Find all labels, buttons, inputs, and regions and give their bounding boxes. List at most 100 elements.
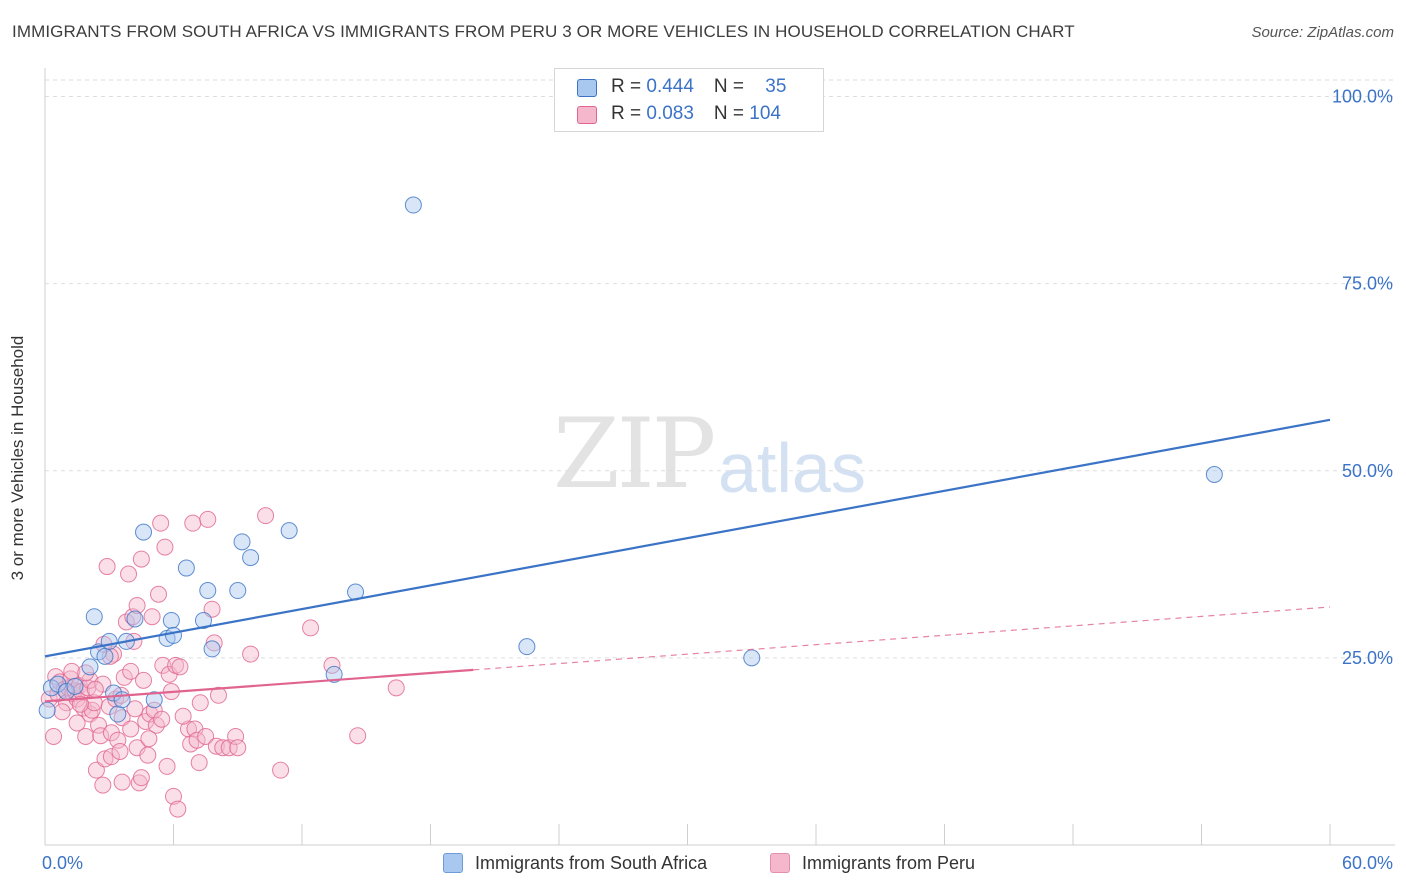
south-africa-point xyxy=(229,582,247,600)
n-label: N = xyxy=(713,76,750,97)
r-label: R = xyxy=(611,76,647,97)
peru-point xyxy=(188,731,206,749)
south-africa-point xyxy=(404,196,422,214)
legend-label-peru: Immigrants from Peru xyxy=(802,853,976,873)
peru-point xyxy=(174,707,192,725)
watermark-atlas: atlas xyxy=(718,429,866,507)
peru-point xyxy=(53,703,71,721)
peru-point xyxy=(71,695,89,713)
peru-point xyxy=(92,727,110,745)
peru-trend-line xyxy=(44,668,474,703)
x-tick-label: 60.0% xyxy=(1342,853,1393,873)
south-africa-point xyxy=(518,638,536,656)
south-africa-point xyxy=(203,640,221,658)
points-layer xyxy=(38,196,1223,818)
peru-point xyxy=(77,727,95,745)
n-value: 104 xyxy=(749,103,781,124)
south-africa-point xyxy=(109,705,127,723)
peru-point xyxy=(191,694,209,712)
peru-point xyxy=(113,773,131,791)
south-africa-point xyxy=(162,611,180,629)
peru-point xyxy=(214,739,232,757)
peru-point xyxy=(140,730,158,748)
peru-point xyxy=(96,750,114,768)
south-africa-point xyxy=(85,608,103,626)
south-africa-point xyxy=(165,626,182,644)
legend-stats-south-africa: R = 0.444 N = 35 xyxy=(611,76,786,98)
y-tick-label: 25.0% xyxy=(1342,648,1393,668)
peru-point xyxy=(171,658,189,676)
x-tick-label: 0.0% xyxy=(42,853,83,873)
south-africa-point xyxy=(194,611,212,629)
south-africa-point xyxy=(38,701,56,719)
peru-point xyxy=(45,727,63,745)
y-tick-label: 75.0% xyxy=(1342,274,1393,294)
peru-point xyxy=(302,619,320,637)
peru-point xyxy=(229,739,247,757)
south-africa-point xyxy=(280,522,298,540)
peru-point xyxy=(109,731,127,749)
peru-point xyxy=(153,710,171,728)
n-label: N = xyxy=(713,103,750,124)
peru-trend-extension xyxy=(473,606,1331,671)
y-axis-label: 3 or more Vehicles in Household xyxy=(8,335,27,581)
n-value: 35 xyxy=(765,76,787,97)
grid-layer xyxy=(45,79,1395,659)
south-africa-point xyxy=(145,691,163,709)
peru-point xyxy=(150,585,168,603)
peru-point xyxy=(90,716,108,734)
south-africa-point xyxy=(743,649,761,667)
south-africa-point xyxy=(199,582,217,600)
peru-point xyxy=(135,671,153,689)
peru-point xyxy=(128,596,146,614)
south-africa-point xyxy=(100,632,118,650)
peru-point xyxy=(120,565,138,583)
watermark-zip: ZIP xyxy=(553,398,716,510)
peru-point xyxy=(203,600,221,618)
peru-point xyxy=(152,514,170,532)
south-africa-point xyxy=(177,559,195,577)
peru-point xyxy=(199,510,217,528)
correlation-legend: R = 0.444 N = 35 R = 0.083 N = 104 xyxy=(554,68,824,132)
south-africa-point xyxy=(81,658,99,676)
south-africa-point xyxy=(242,549,260,567)
peru-point xyxy=(242,645,260,663)
peru-point xyxy=(111,742,129,760)
peru-point xyxy=(165,787,182,805)
peru-point xyxy=(154,656,172,674)
peru-point xyxy=(122,720,140,738)
peru-point xyxy=(102,748,120,766)
peru-point xyxy=(156,538,174,556)
peru-point xyxy=(68,714,86,732)
peru-point xyxy=(40,690,58,708)
peru-point xyxy=(87,761,105,779)
axis-layer xyxy=(44,68,1395,846)
peru-point xyxy=(387,679,405,697)
peru-point xyxy=(179,720,197,738)
peru-point xyxy=(209,686,227,704)
legend-swatch-south-africa xyxy=(443,853,463,873)
peru-point xyxy=(169,800,187,818)
peru-point xyxy=(132,550,150,568)
peru-point xyxy=(207,737,225,755)
r-label: R = xyxy=(611,103,647,124)
legend-swatch-blue xyxy=(577,79,597,97)
south-africa-point xyxy=(66,677,84,695)
peru-point xyxy=(132,769,150,787)
south-africa-point xyxy=(325,665,343,683)
legend-stats-peru: R = 0.083 N = 104 xyxy=(611,103,781,125)
label-layer: 25.0% 50.0% 75.0% 100.0% 0.0% 60.0% xyxy=(42,87,1393,874)
south-africa-point xyxy=(96,647,114,665)
peru-point xyxy=(143,608,161,626)
legend-swatch-pink xyxy=(577,106,597,124)
peru-point xyxy=(124,608,142,626)
south-africa-point xyxy=(135,523,153,541)
peru-point xyxy=(257,507,275,525)
r-value: 0.083 xyxy=(646,103,694,124)
peru-point xyxy=(122,662,140,680)
peru-point xyxy=(98,558,116,576)
source-credit: Source: ZipAtlas.com xyxy=(1251,24,1394,41)
peru-point xyxy=(227,727,245,745)
south-africa-point xyxy=(126,610,144,628)
